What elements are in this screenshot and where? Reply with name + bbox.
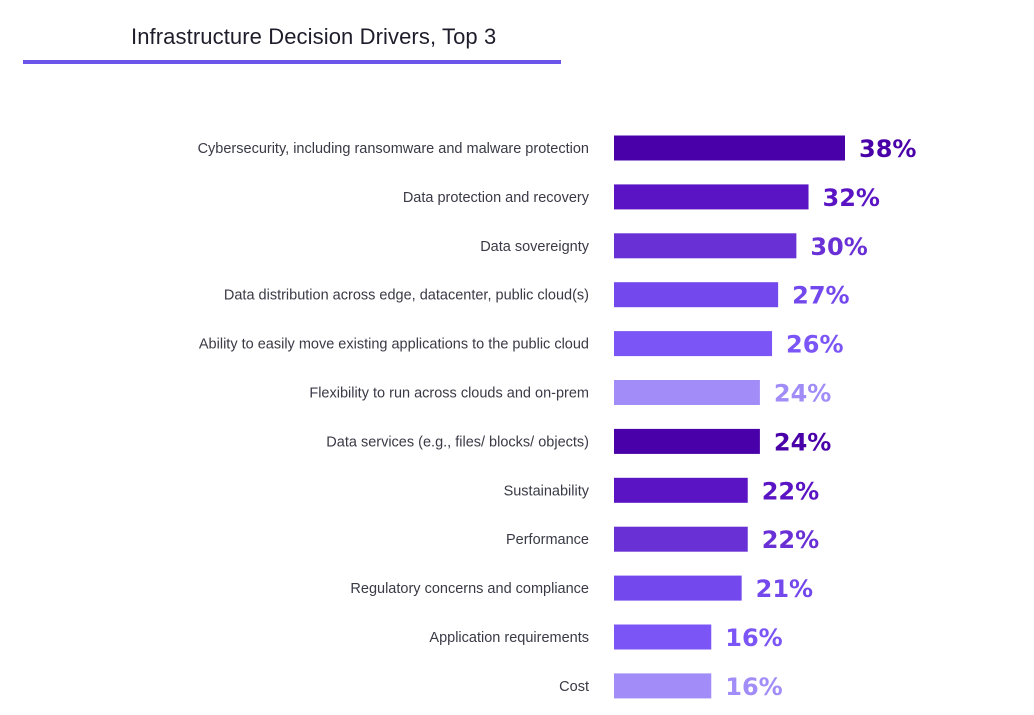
category-label: Data services (e.g., files/ blocks/ obje… <box>326 434 589 450</box>
category-label: Performance <box>506 532 589 548</box>
value-label: 32% <box>823 184 880 212</box>
bar <box>614 282 779 308</box>
category-label: Flexibility to run across clouds and on-… <box>309 386 589 402</box>
bar <box>614 233 797 259</box>
category-label: Sustainability <box>504 483 590 499</box>
category-label: Cybersecurity, including ransomware and … <box>198 141 589 157</box>
value-label: 26% <box>786 331 843 359</box>
value-label: 38% <box>859 135 916 163</box>
category-label: Data distribution across edge, datacente… <box>224 288 589 304</box>
bar <box>614 477 748 503</box>
bar <box>614 428 760 454</box>
category-label: Cost <box>559 679 589 695</box>
value-label: 21% <box>756 575 813 603</box>
bar <box>614 380 760 405</box>
category-label: Ability to easily move existing applicat… <box>199 337 589 353</box>
bar <box>614 575 742 601</box>
bar <box>614 526 748 552</box>
bar <box>614 624 712 650</box>
title-underline <box>23 60 561 64</box>
value-label: 22% <box>762 526 819 554</box>
value-label: 27% <box>792 282 849 310</box>
category-label: Application requirements <box>429 630 589 646</box>
value-label: 24% <box>774 380 831 408</box>
chart-title: Infrastructure Decision Drivers, Top 3 <box>131 24 497 49</box>
bar <box>614 331 773 357</box>
category-label: Regulatory concerns and compliance <box>350 581 589 597</box>
bar <box>614 135 845 161</box>
category-label: Data sovereignty <box>480 239 590 255</box>
value-label: 22% <box>762 477 819 505</box>
bar <box>614 184 809 210</box>
value-label: 24% <box>774 428 831 456</box>
category-label: Data protection and recovery <box>403 190 590 206</box>
bar <box>614 673 712 699</box>
value-label: 30% <box>810 233 867 261</box>
value-label: 16% <box>725 673 782 701</box>
value-label: 16% <box>725 624 782 652</box>
